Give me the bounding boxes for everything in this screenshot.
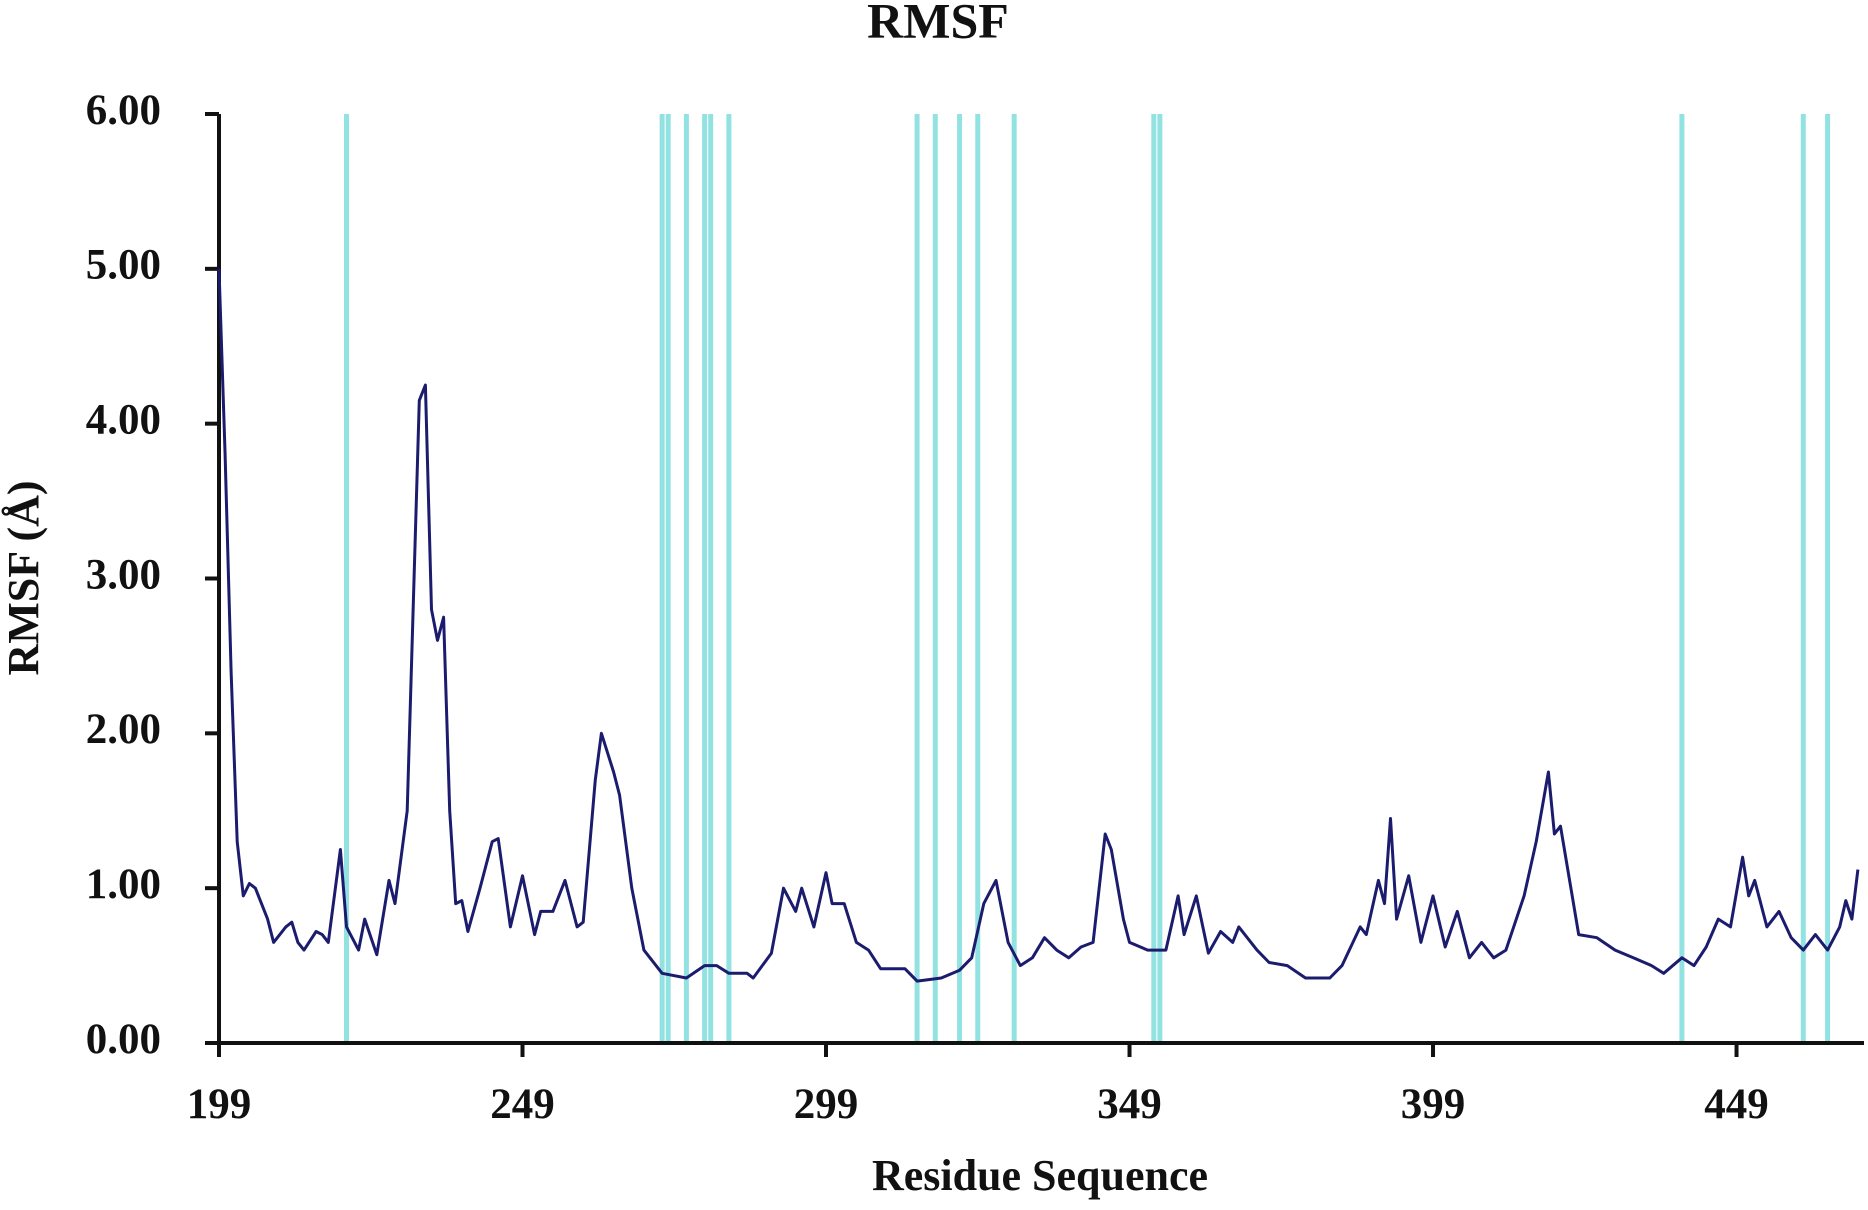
x-tick-label: 199 (187, 1081, 252, 1128)
x-tick-label: 449 (1704, 1081, 1769, 1128)
x-tick-label: 349 (1097, 1081, 1162, 1128)
y-tick-label: 4.00 (86, 397, 161, 444)
y-axis-label: RMSF (Å) (0, 480, 48, 675)
y-tick-label: 0.00 (86, 1016, 161, 1063)
x-tick-label: 299 (794, 1081, 859, 1128)
x-tick-label: 249 (490, 1081, 555, 1128)
x-axis-label: Residue Sequence (872, 1151, 1208, 1200)
data-line (217, 268, 1860, 983)
x-tick-label: 399 (1401, 1081, 1466, 1128)
y-tick-label: 1.00 (86, 861, 161, 908)
y-tick-label: 2.00 (86, 706, 161, 753)
y-tick-label: 3.00 (86, 551, 161, 598)
y-tick-label: 6.00 (86, 87, 161, 134)
y-tick-label: 5.00 (86, 242, 161, 289)
chart-title: RMSF (867, 0, 1009, 48)
